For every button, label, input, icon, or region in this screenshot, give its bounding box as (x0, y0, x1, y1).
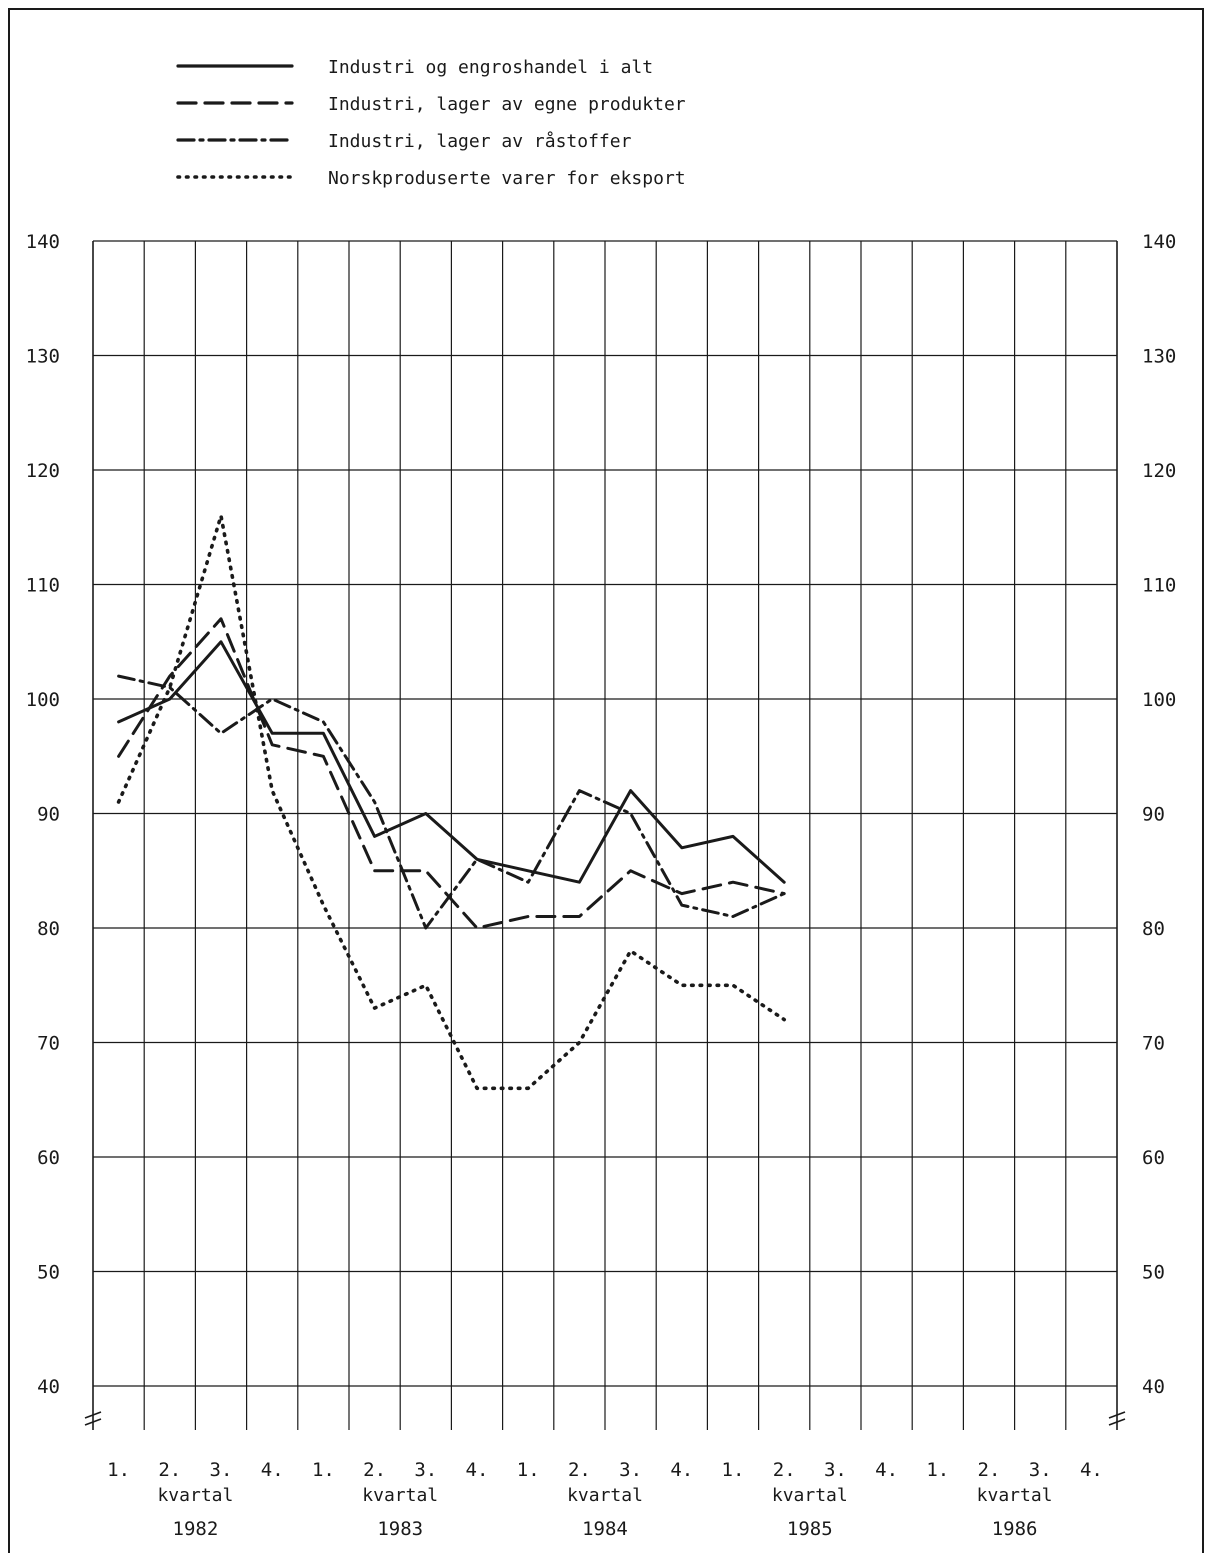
x-group-caption: kvartal (772, 1485, 848, 1506)
y-tick-label-left: 50 (37, 1262, 60, 1284)
y-tick-label-left: 110 (26, 575, 60, 597)
x-year-label: 1985 (787, 1518, 833, 1540)
x-tick-label: 2. (158, 1459, 181, 1481)
y-tick-label-left: 80 (37, 918, 60, 940)
x-tick-label: 1. (107, 1459, 130, 1481)
x-tick-label: 2. (773, 1459, 796, 1481)
y-tick-label-right: 50 (1142, 1262, 1165, 1284)
axis-break-mark (84, 1418, 102, 1426)
x-group-caption: kvartal (567, 1485, 643, 1506)
x-tick-label: 1. (517, 1459, 540, 1481)
x-tick-label: 1. (312, 1459, 335, 1481)
y-tick-label-right: 80 (1142, 918, 1165, 940)
legend-label-1: Industri og engroshandel i alt (328, 57, 653, 78)
legend-label-3: Industri, lager av råstoffer (328, 131, 632, 152)
x-tick-label: 3. (619, 1459, 642, 1481)
y-tick-label-left: 90 (37, 804, 60, 826)
x-tick-label: 2. (978, 1459, 1001, 1481)
x-year-label: 1984 (582, 1518, 628, 1540)
x-group-caption: kvartal (362, 1485, 438, 1506)
x-tick-label: 4. (1080, 1459, 1103, 1481)
x-tick-label: 1. (926, 1459, 949, 1481)
x-axis: 1. 2. 3. 4. 1. 2. 3. 4. 1. 2. 3. 4. 1. 2. 3. 4. 1. 2. 3. 4.… (107, 1459, 1103, 1540)
x-year-label: 1983 (377, 1518, 423, 1540)
y-tick-label-left: 60 (37, 1147, 60, 1169)
x-year-label: 1982 (173, 1518, 219, 1540)
legend-label-2: Industri, lager av egne produkter (328, 94, 686, 115)
series-line-1 (117, 640, 786, 884)
x-tick-label: 2. (568, 1459, 591, 1481)
y-axis-left: 40 50 60 70 80 90 100 110 120 130 140 (26, 231, 60, 1398)
series-line-4 (116, 513, 787, 1091)
axis-break-mark (84, 1411, 102, 1419)
y-tick-label-left: 40 (37, 1376, 60, 1398)
y-tick-label-right: 120 (1142, 460, 1176, 482)
y-tick-label-left: 70 (37, 1033, 60, 1055)
y-tick-label-right: 40 (1142, 1376, 1165, 1398)
y-tick-label-right: 130 (1142, 346, 1176, 368)
y-tick-label-right: 60 (1142, 1147, 1165, 1169)
y-tick-label-left: 140 (26, 231, 60, 253)
series-lines (116, 513, 787, 1091)
y-tick-label-left: 120 (26, 460, 60, 482)
x-tick-label: 3. (1029, 1459, 1052, 1481)
y-tick-label-left: 100 (26, 689, 60, 711)
x-tick-label: 3. (824, 1459, 847, 1481)
series-line-2 (117, 617, 786, 930)
y-tick-label-left: 130 (26, 346, 60, 368)
axis-break-mark (1108, 1418, 1126, 1426)
y-tick-label-right: 110 (1142, 575, 1176, 597)
x-tick-label: 1. (722, 1459, 745, 1481)
x-tick-label: 4. (466, 1459, 489, 1481)
legend-label-4: Norskproduserte varer for eksport (328, 168, 686, 189)
y-tick-label-right: 140 (1142, 231, 1176, 253)
y-tick-label-right: 90 (1142, 804, 1165, 826)
x-group-caption: kvartal (977, 1485, 1053, 1506)
x-year-label: 1986 (992, 1518, 1038, 1540)
y-tick-label-right: 70 (1142, 1033, 1165, 1055)
axis-break-mark (1108, 1411, 1126, 1419)
y-tick-label-right: 100 (1142, 689, 1176, 711)
x-tick-label: 3. (210, 1459, 233, 1481)
x-tick-label: 4. (670, 1459, 693, 1481)
x-tick-label: 4. (261, 1459, 284, 1481)
x-tick-label: 4. (875, 1459, 898, 1481)
x-tick-label: 3. (414, 1459, 437, 1481)
legend: Industri og engroshandel i alt Industri, … (176, 57, 686, 189)
y-axis-right: 40 50 60 70 80 90 100 110 120 130 140 (1142, 231, 1176, 1398)
chart-frame (8, 8, 1204, 1553)
x-tick-label: 2. (363, 1459, 386, 1481)
series-line-3 (117, 674, 786, 930)
x-group-caption: kvartal (157, 1485, 233, 1506)
